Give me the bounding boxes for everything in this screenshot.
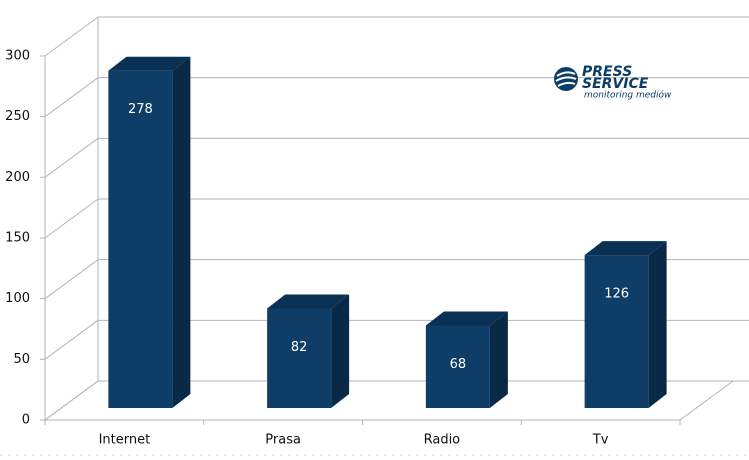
y-tick-label: 0 <box>22 413 30 428</box>
logo: PRESS SERVICE monitoring mediów <box>554 64 672 101</box>
grid-line <box>44 380 99 421</box>
bar-side <box>489 311 508 408</box>
value-label: 278 <box>128 102 153 117</box>
bar <box>267 308 332 408</box>
x-tick-label: Prasa <box>265 433 301 448</box>
bar-top <box>108 56 191 71</box>
grid-line <box>44 259 99 300</box>
bar-side <box>648 241 667 408</box>
x-tick-label: Radio <box>424 433 461 448</box>
grid-line <box>44 77 99 118</box>
x-tick-label: Tv <box>592 433 609 448</box>
y-tick-label: 200 <box>5 170 30 185</box>
bar-top <box>584 241 667 256</box>
bar-top <box>267 294 350 309</box>
logo-icon-stripes <box>555 71 577 87</box>
bar <box>108 70 173 409</box>
logo-tagline: monitoring mediów <box>584 90 672 101</box>
y-tick-label: 300 <box>5 49 30 64</box>
y-tick-label: 150 <box>5 231 30 246</box>
bar <box>425 325 490 408</box>
value-label: 82 <box>291 340 308 355</box>
value-label: 68 <box>450 357 467 372</box>
bar-side <box>172 56 191 409</box>
y-tick-label: 100 <box>5 291 30 306</box>
grid-line <box>44 198 99 239</box>
x-tick-label: Internet <box>99 433 151 448</box>
grid-line <box>44 137 99 178</box>
grid-line <box>44 16 99 57</box>
y-tick-label: 250 <box>5 109 30 124</box>
value-label: 126 <box>604 287 629 302</box>
bar-top <box>425 311 508 326</box>
bar <box>584 255 649 408</box>
grid-line <box>44 319 99 360</box>
logo-line2: SERVICE <box>582 76 649 92</box>
bar-side <box>331 294 350 408</box>
logo-line1: PRESS <box>582 64 632 80</box>
y-tick-label: 50 <box>13 352 30 367</box>
